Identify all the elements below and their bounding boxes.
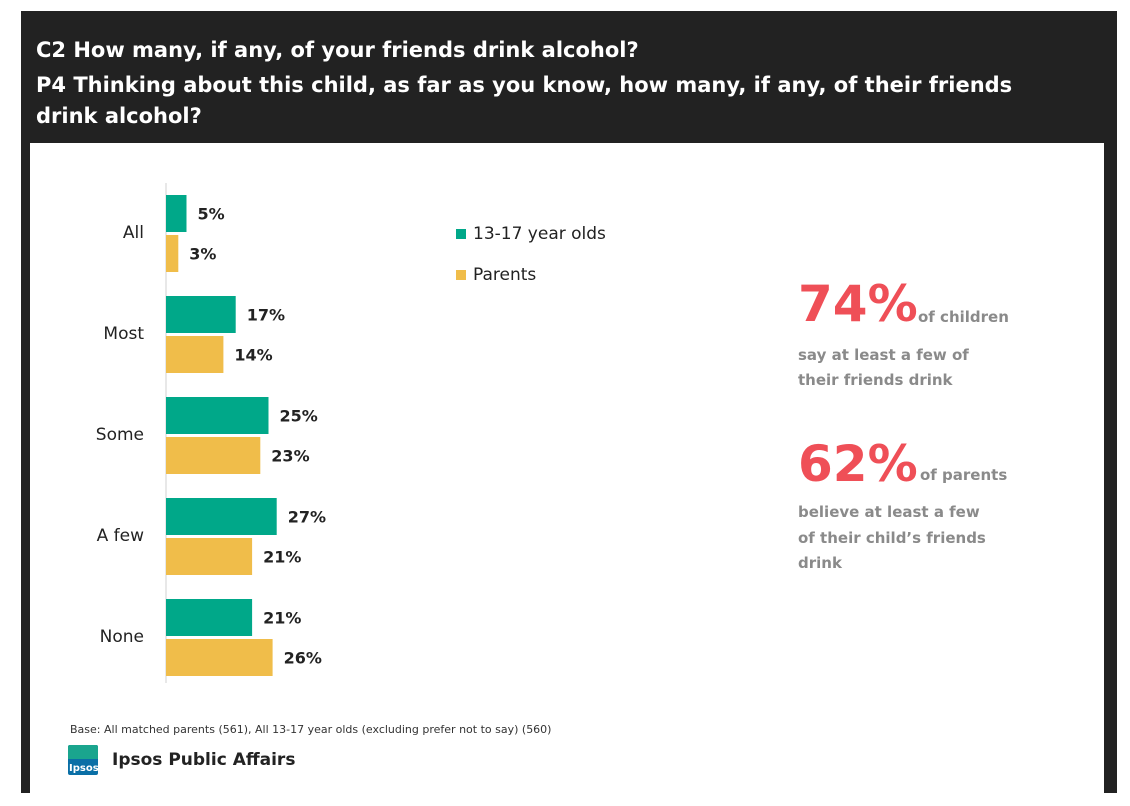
content-panel: All 5% 3% Most 17% 14% Some 25% 23% A few 27% 21% No… <box>30 143 1104 794</box>
question-title-line-2: P4 Thinking about this child, as far as … <box>36 73 1013 97</box>
legend-label-parents: Parents <box>473 265 537 285</box>
bar-parents <box>166 235 179 272</box>
bar-parents <box>166 639 273 676</box>
category-label: None <box>100 627 144 647</box>
category-label: A few <box>97 526 144 546</box>
data-label-parents: 14% <box>234 346 272 365</box>
data-label-parents: 21% <box>263 548 301 567</box>
bar-parents <box>166 437 261 474</box>
bar-teens <box>166 498 277 535</box>
brand-name: Ipsos Public Affairs <box>112 750 296 770</box>
parents-desc-line-1: believe at least a few <box>798 503 980 521</box>
bar-chart: All 5% 3% Most 17% 14% Some 25% 23% A few 27% 21% No… <box>96 183 326 683</box>
question-title-line-3: drink alcohol? <box>36 104 202 128</box>
children-desc-line-1: say at least a few of <box>798 346 969 364</box>
data-label-teens: 25% <box>280 407 318 426</box>
legend-item-teens: 13-17 year olds <box>456 224 606 244</box>
bar-parents <box>166 538 253 575</box>
logo-text: Ipsos <box>69 763 98 774</box>
data-label-teens: 21% <box>263 609 301 628</box>
children-suffix: of children <box>918 308 1009 326</box>
bar-parents <box>166 336 224 373</box>
data-label-teens: 5% <box>198 205 225 224</box>
data-label-teens: 27% <box>288 508 326 527</box>
ipsos-logo: Ipsos <box>68 745 98 775</box>
category-label: Some <box>96 425 144 445</box>
children-desc-line-2: their friends drink <box>798 371 953 389</box>
parents-percent: 62% <box>798 435 918 493</box>
bar-teens <box>166 397 269 434</box>
parents-suffix: of parents <box>920 466 1008 484</box>
legend-swatch-teens <box>456 229 466 239</box>
bar-teens <box>166 195 187 232</box>
question-title-line-1: C2 How many, if any, of your friends dri… <box>36 38 639 62</box>
legend-swatch-parents <box>456 270 466 280</box>
legend-label-teens: 13-17 year olds <box>473 224 606 244</box>
data-label-parents: 26% <box>284 649 322 668</box>
category-label: All <box>123 223 144 243</box>
data-label-parents: 3% <box>189 245 216 264</box>
data-label-teens: 17% <box>247 306 285 325</box>
parents-desc-line-2: of their child’s friends <box>798 529 986 547</box>
bar-teens <box>166 296 236 333</box>
legend-item-parents: Parents <box>456 265 536 285</box>
children-percent: 74% <box>798 275 918 333</box>
parents-desc-line-3: drink <box>798 554 842 572</box>
data-label-parents: 23% <box>271 447 309 466</box>
brand: Ipsos Ipsos Public Affairs <box>68 745 295 775</box>
bar-teens <box>166 599 253 636</box>
base-note: Base: All matched parents (561), All 13-… <box>70 723 552 736</box>
header: C2 How many, if any, of your friends dri… <box>21 11 1117 131</box>
category-label: Most <box>103 324 144 344</box>
